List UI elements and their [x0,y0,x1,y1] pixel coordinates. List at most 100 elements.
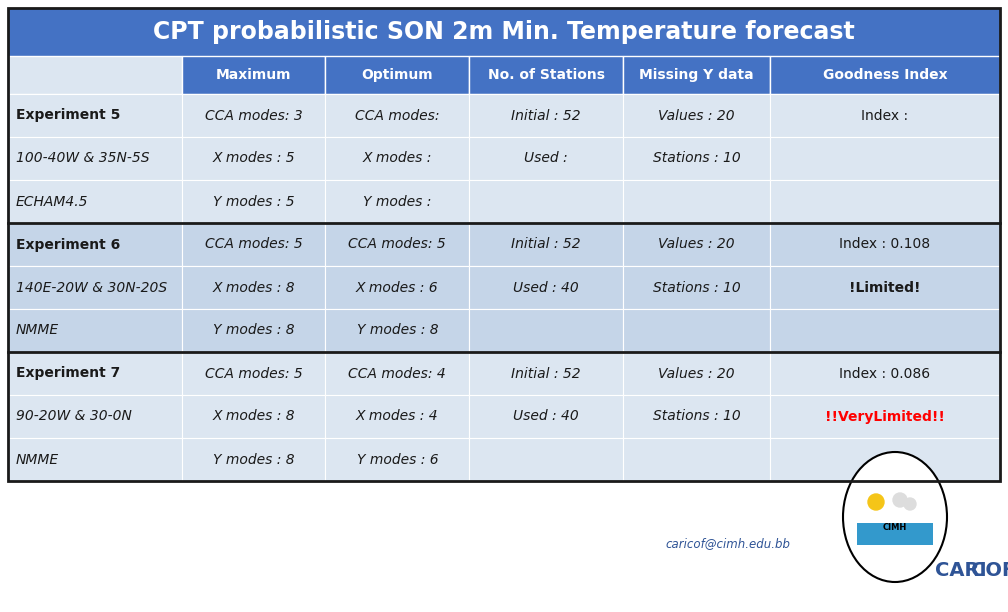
Bar [326,309,470,352]
Bar [326,180,470,223]
Bar [470,137,623,180]
Text: CCA modes: 5: CCA modes: 5 [349,237,447,252]
Text: CARI: CARI [935,561,987,580]
Bar [8,56,181,94]
Bar [181,395,326,438]
Bar [623,56,770,94]
Bar [326,352,470,395]
Text: 90-20W & 30-0N: 90-20W & 30-0N [16,409,132,424]
Bar [8,309,181,352]
Text: CPT probabilistic SON 2m Min. Temperature forecast: CPT probabilistic SON 2m Min. Temperatur… [153,20,855,44]
Text: No. of Stations: No. of Stations [488,68,605,82]
Text: Values : 20: Values : 20 [658,367,735,381]
Bar [181,56,326,94]
Bar [8,395,181,438]
Bar [623,180,770,223]
Bar [8,352,181,395]
Bar [326,223,470,266]
Circle shape [893,493,907,507]
Text: ECHAM4.5: ECHAM4.5 [16,195,89,209]
Bar [623,94,770,137]
Text: X modes : 6: X modes : 6 [356,280,438,294]
Text: Initial : 52: Initial : 52 [511,108,581,122]
Text: X modes : 8: X modes : 8 [213,280,294,294]
Text: Used : 40: Used : 40 [513,280,579,294]
Text: X modes : 8: X modes : 8 [213,409,294,424]
Bar [770,180,1000,223]
Bar [181,438,326,481]
Bar [8,438,181,481]
Bar [770,56,1000,94]
Text: Stations : 10: Stations : 10 [652,409,740,424]
Bar [770,94,1000,137]
Bar [8,223,181,266]
Text: Values : 20: Values : 20 [658,108,735,122]
Bar [623,266,770,309]
Text: NMME: NMME [16,324,59,337]
Text: CCA modes: 4: CCA modes: 4 [349,367,447,381]
Bar [8,8,1000,481]
Text: caricof@cimh.edu.bb: caricof@cimh.edu.bb [665,537,790,551]
Bar [326,395,470,438]
Text: Stations : 10: Stations : 10 [652,280,740,294]
Circle shape [868,494,884,510]
Text: CCA modes: 3: CCA modes: 3 [205,108,302,122]
Text: CCA modes:: CCA modes: [355,108,439,122]
Text: Missing Y data: Missing Y data [639,68,754,82]
Bar [470,438,623,481]
Text: Initial : 52: Initial : 52 [511,237,581,252]
Bar [770,266,1000,309]
Bar [623,438,770,481]
Text: X modes :: X modes : [363,152,432,165]
Bar [857,523,933,545]
Bar [770,309,1000,352]
Text: Experiment 5: Experiment 5 [16,108,120,122]
Bar [326,438,470,481]
Text: !!VeryLimited!!: !!VeryLimited!! [825,409,944,424]
Text: Maximum: Maximum [216,68,291,82]
Bar [8,180,181,223]
Bar [770,137,1000,180]
Bar [470,395,623,438]
Bar [470,266,623,309]
Bar [470,309,623,352]
Ellipse shape [843,452,947,582]
Text: Y modes : 8: Y modes : 8 [213,452,294,466]
Text: CIMH: CIMH [883,523,907,531]
Text: Experiment 7: Experiment 7 [16,367,120,381]
Text: Index : 0.086: Index : 0.086 [840,367,930,381]
Text: Y modes : 5: Y modes : 5 [213,195,294,209]
Bar [470,56,623,94]
Bar [8,137,181,180]
Bar [623,395,770,438]
Bar [181,137,326,180]
Bar [470,352,623,395]
Bar [181,94,326,137]
Bar [770,352,1000,395]
Text: Optimum: Optimum [362,68,433,82]
Circle shape [904,498,916,510]
Text: Initial : 52: Initial : 52 [511,367,581,381]
Bar [8,94,181,137]
Text: CCA modes: 5: CCA modes: 5 [205,367,302,381]
Bar [8,266,181,309]
Text: X modes : 5: X modes : 5 [213,152,294,165]
Bar [181,266,326,309]
Bar [326,56,470,94]
Text: 100-40W & 35N-5S: 100-40W & 35N-5S [16,152,149,165]
Text: Y modes :: Y modes : [363,195,431,209]
Bar [770,223,1000,266]
Text: !Limited!: !Limited! [849,280,920,294]
Bar [181,309,326,352]
Bar [623,137,770,180]
Text: Index :: Index : [862,108,908,122]
Bar [326,266,470,309]
Text: Index : 0.108: Index : 0.108 [840,237,930,252]
Text: Y modes : 8: Y modes : 8 [213,324,294,337]
Text: Y modes : 6: Y modes : 6 [357,452,438,466]
Bar [181,352,326,395]
Text: Experiment 6: Experiment 6 [16,237,120,252]
Bar [181,223,326,266]
Text: Stations : 10: Stations : 10 [652,152,740,165]
Text: Goodness Index: Goodness Index [823,68,948,82]
